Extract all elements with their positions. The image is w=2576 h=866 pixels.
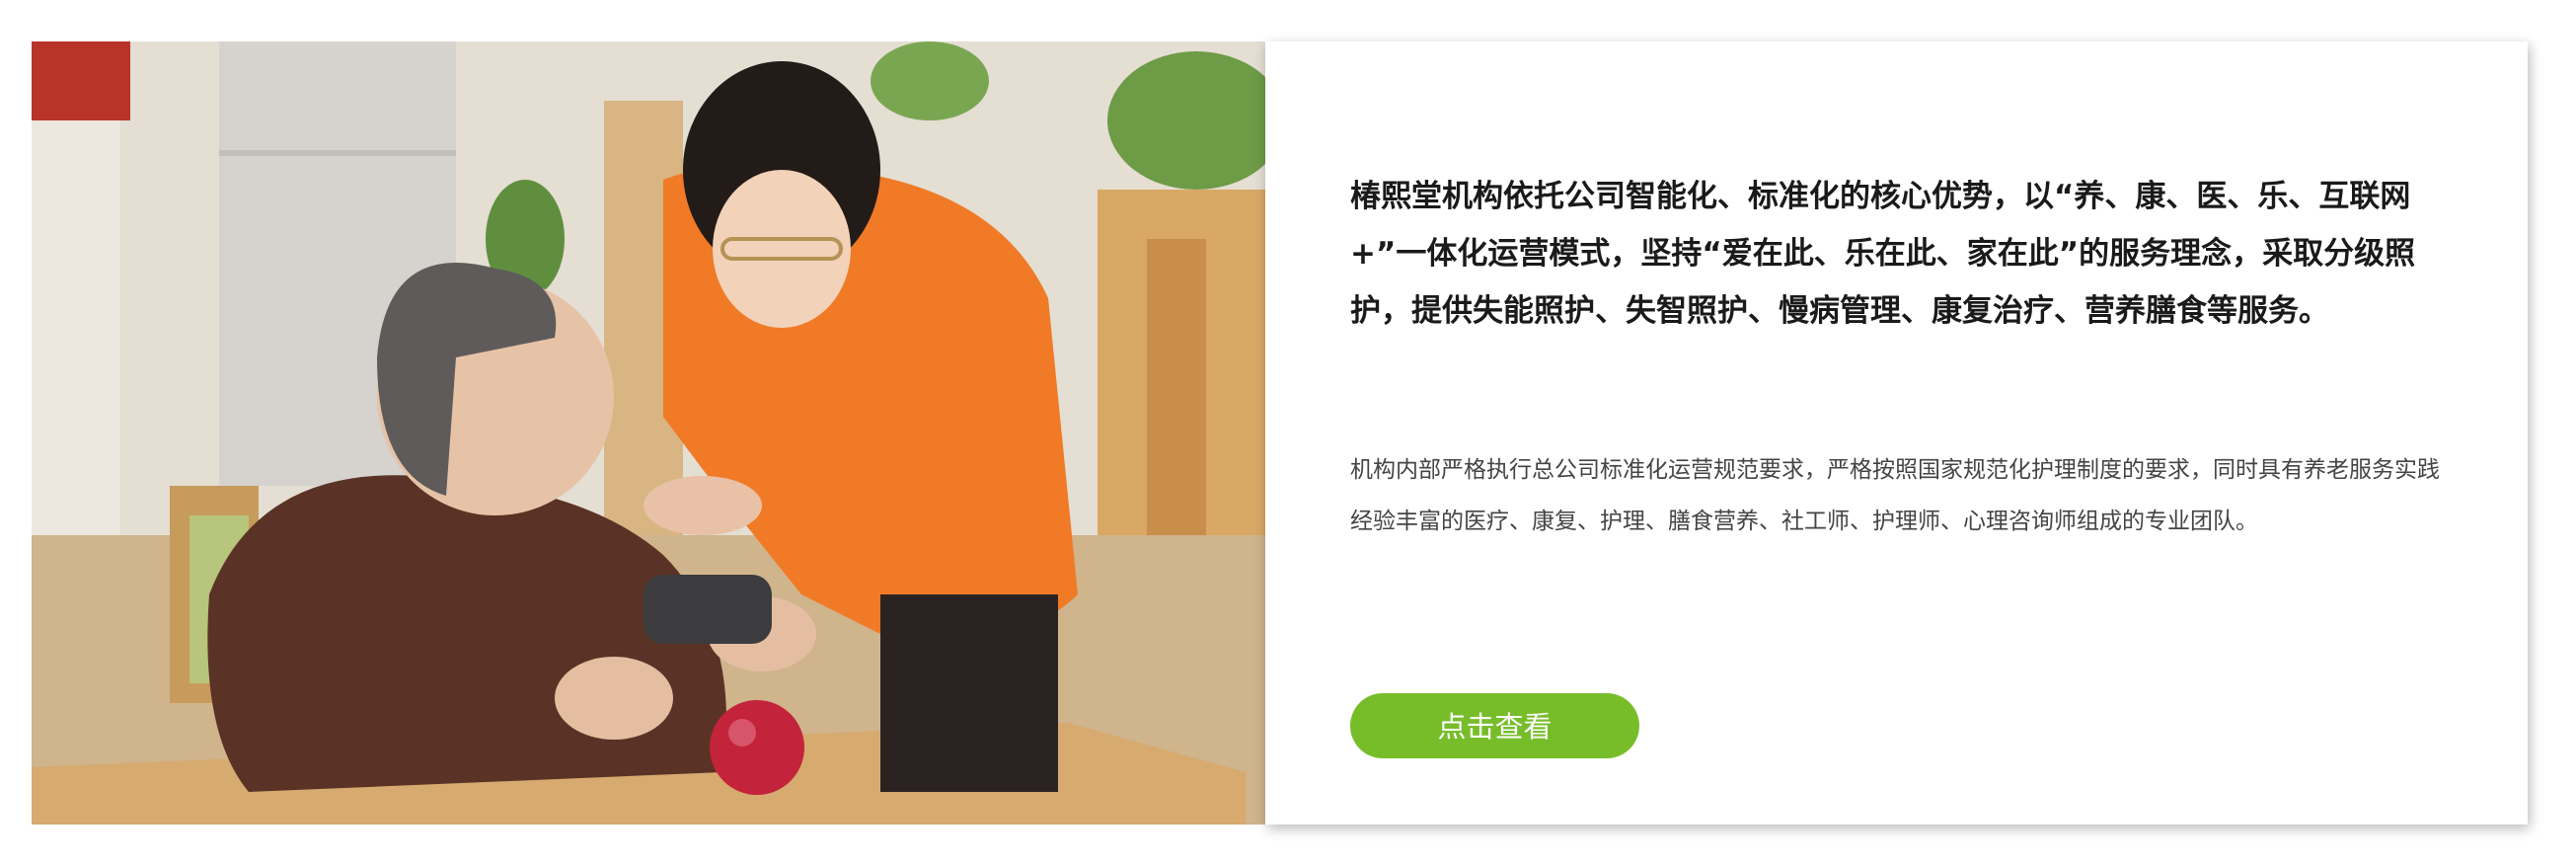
caregiver-photo xyxy=(32,41,1265,825)
feature-card: 椿熙堂机构依托公司智能化、标准化的核心优势，以“养、康、医、乐、互联网+”一体化… xyxy=(1265,41,2528,825)
feature-banner: 椿熙堂机构依托公司智能化、标准化的核心优势，以“养、康、医、乐、互联网+”一体化… xyxy=(32,41,2528,825)
caregiver-photo-illustration xyxy=(32,41,1265,825)
view-details-button[interactable]: 点击查看 xyxy=(1350,693,1639,758)
feature-description: 机构内部严格执行总公司标准化运营规范要求，严格按照国家规范化护理制度的要求，同时… xyxy=(1350,457,2440,534)
feature-headline: 椿熙堂机构依托公司智能化、标准化的核心优势，以“养、康、医、乐、互联网+”一体化… xyxy=(1350,179,2416,329)
